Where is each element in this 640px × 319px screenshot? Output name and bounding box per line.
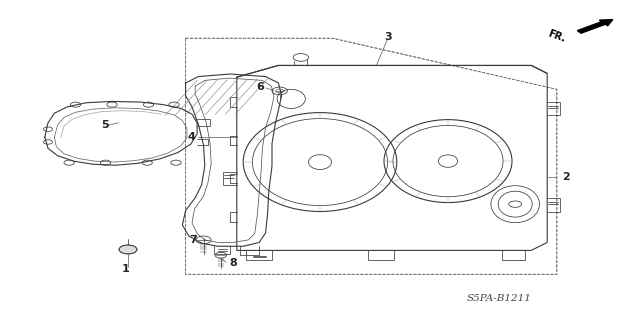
Text: S5PA-B1211: S5PA-B1211 — [467, 294, 532, 303]
Text: 3: 3 — [384, 32, 392, 42]
Text: 5: 5 — [101, 120, 109, 130]
Text: 6: 6 — [257, 82, 264, 92]
Text: 1: 1 — [122, 263, 129, 274]
Text: 7: 7 — [189, 235, 197, 245]
Text: 2: 2 — [562, 172, 570, 182]
Circle shape — [119, 245, 137, 254]
Text: 8: 8 — [229, 258, 237, 268]
FancyArrow shape — [577, 19, 612, 33]
Text: 4: 4 — [188, 132, 196, 142]
Text: FR.: FR. — [546, 29, 566, 44]
